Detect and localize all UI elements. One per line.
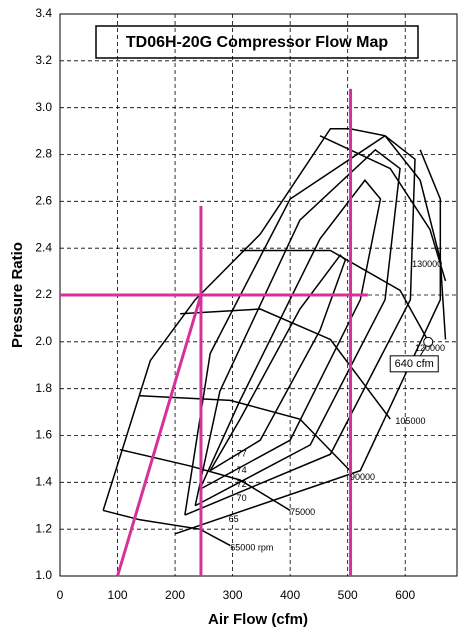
contour-line [139,394,351,472]
x-tick-label: 300 [223,588,243,602]
y-tick-label: 1.2 [35,521,52,535]
x-tick-label: 200 [165,588,185,602]
reference-line [116,294,203,577]
title-box [95,25,419,59]
annotation: 77 [237,449,247,459]
contour-line [194,148,401,507]
y-tick-label: 3.2 [35,53,52,67]
annotation: 74 [237,465,247,475]
chart-title: TD06H-20G Compressor Flow Map [126,34,389,51]
y-tick-label: 3.4 [35,6,52,20]
y-tick-label: 1.0 [35,568,52,582]
y-tick-label: 2.6 [35,194,52,208]
x-tick-label: 500 [338,588,358,602]
y-tick-label: 2.8 [35,147,52,161]
annotation: 130000 [412,259,442,269]
annotation: 65000 rpm [230,542,273,552]
y-tick-label: 2.0 [35,334,52,348]
y-tick-label: 3.0 [35,100,52,114]
annotation: 72 [237,479,247,489]
annotation: 70 [237,493,247,503]
contour-line [180,308,391,420]
marker-label: 640 cfm [395,358,434,370]
contour-line [319,135,447,282]
marker-point [423,336,434,347]
x-axis-label: Air Flow (cfm) [208,611,308,628]
y-tick-label: 1.6 [35,428,52,442]
y-tick-label: 2.4 [35,240,52,254]
contour-line [199,179,382,491]
y-axis-label: Pressure Ratio [9,242,26,348]
x-tick-label: 400 [280,588,300,602]
x-tick-label: 600 [395,588,415,602]
annotation: 90000 [350,472,375,482]
contour-line [184,134,416,516]
marker-leader [419,345,427,357]
contour-line [102,127,447,511]
x-tick-label: 100 [108,588,128,602]
marker-label-box [389,355,439,373]
y-tick-label: 1.4 [35,475,52,489]
annotation: 65 [229,514,239,524]
y-tick-label: 2.2 [35,287,52,301]
annotation: 105000 [395,416,425,426]
contour-line [174,149,442,535]
annotation: 75000 [290,507,315,517]
marker-callout: 640 cfm [389,355,439,373]
y-tick-label: 1.8 [35,381,52,395]
contour-line [209,254,347,472]
x-tick-label: 0 [57,588,64,602]
contour-line [102,509,231,547]
annotation: 120000 [415,343,445,353]
contour-line [119,448,291,512]
